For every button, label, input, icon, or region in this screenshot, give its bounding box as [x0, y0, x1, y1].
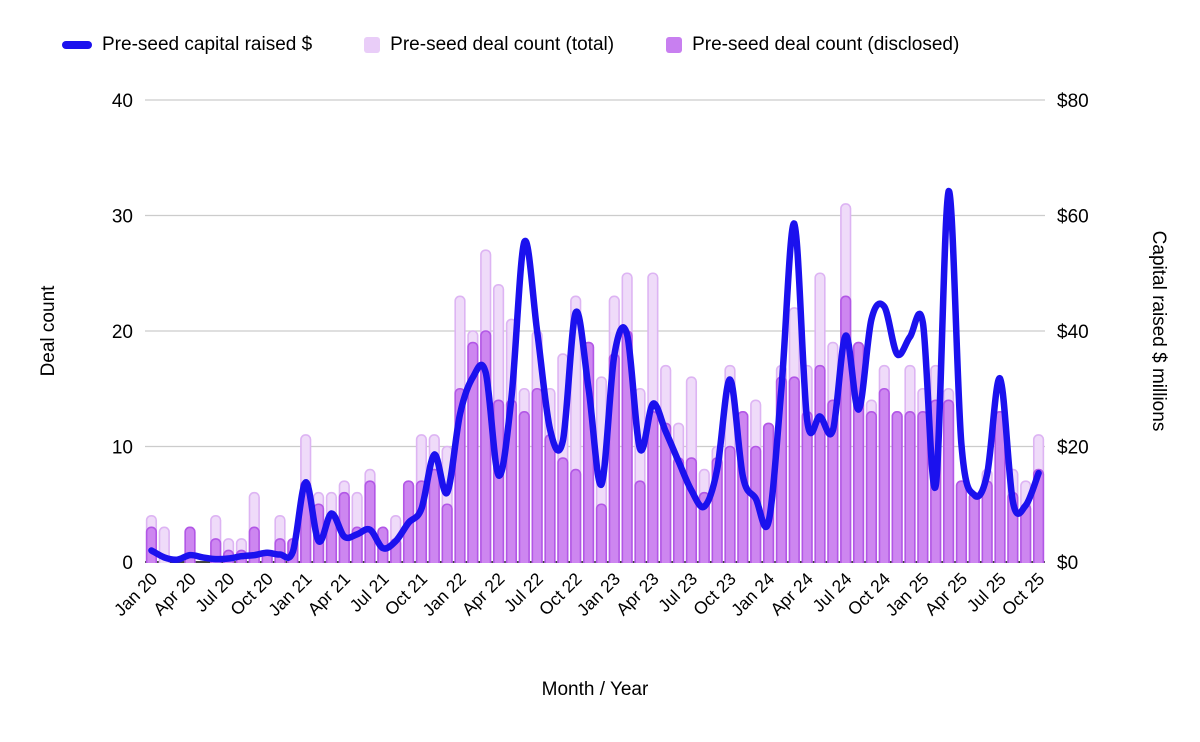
disclosed-bar: [788, 376, 800, 563]
legend-disclosed-label: Pre-seed deal count (disclosed): [692, 34, 960, 55]
right-tick-label: $40: [1057, 322, 1089, 343]
left-tick-label: 10: [112, 438, 133, 459]
x-tick-label: Jan 22: [419, 569, 470, 620]
disclosed-bar: [955, 480, 968, 563]
x-tick-label: Apr 23: [612, 569, 663, 620]
disclosed-bar: [647, 411, 659, 563]
x-tick-label: Apr 20: [149, 568, 200, 619]
disclosed-bar: [1032, 468, 1045, 563]
right-tick-label: $0: [1057, 553, 1078, 574]
left-tick-label: 0: [122, 553, 133, 574]
x-tick-label: Apr 21: [304, 569, 355, 620]
disclosed-bar: [518, 411, 530, 563]
disclosed-bar: [942, 399, 955, 563]
disclosed-bar: [184, 526, 196, 563]
x-tick-label: Jan 24: [727, 569, 778, 620]
disclosed-bar: [492, 399, 505, 563]
disclosed-bar: [428, 468, 440, 563]
x-tick-label: Jan 25: [881, 569, 932, 620]
x-tick-label: Apr 22: [458, 569, 509, 620]
chart-legend: Pre-seed capital raised $ Pre-seed deal …: [62, 34, 959, 56]
disclosed-bar: [210, 538, 222, 563]
right-tick-label: $60: [1057, 207, 1089, 228]
capital-line-series: [148, 187, 1042, 564]
legend-item-total: Pre-seed deal count (total): [364, 34, 614, 56]
disclosed-bar: [441, 503, 453, 563]
right-tick-label: $80: [1057, 91, 1089, 112]
legend-capital-label: Pre-seed capital raised $: [102, 34, 313, 55]
x-tick-label: Apr 24: [766, 568, 817, 619]
left-tick-label: 40: [112, 91, 133, 112]
capital-line-swatch-icon: [62, 41, 92, 49]
left-tick-label: 30: [112, 207, 133, 228]
disclosed-bar-swatch-icon: [666, 37, 683, 53]
disclosed-bar: [814, 364, 826, 563]
disclosed-bar: [865, 411, 878, 563]
right-tick-label: $20: [1057, 438, 1089, 459]
x-axis-title: Month / Year: [542, 679, 649, 700]
disclosed-bar: [595, 503, 608, 563]
disclosed-bar: [724, 445, 736, 563]
legend-item-disclosed: Pre-seed deal count (disclosed): [666, 34, 959, 56]
disclosed-bar: [994, 411, 1006, 563]
disclosed-bar: [827, 399, 839, 563]
disclosed-bar: [904, 411, 916, 563]
total-bar: [158, 526, 170, 563]
disclosed-bar: [531, 387, 543, 563]
disclosed-bar: [891, 411, 903, 563]
bars-layer: [145, 203, 1045, 563]
left-tick-label: 20: [112, 322, 133, 343]
disclosed-bar: [544, 434, 556, 563]
disclosed-bar: [917, 411, 929, 563]
legend-item-capital: Pre-seed capital raised $: [62, 34, 312, 56]
right-axis-title: Capital raised $ millions: [1148, 231, 1169, 432]
x-tick-label: Jan 23: [573, 569, 624, 620]
disclosed-bar: [968, 491, 980, 563]
disclosed-bar: [364, 480, 376, 563]
disclosed-bar: [557, 457, 569, 563]
total-bar-swatch-icon: [364, 37, 381, 53]
disclosed-bar: [878, 387, 890, 563]
disclosed-bar: [248, 526, 260, 563]
disclosed-bar: [570, 468, 582, 563]
legend-total-label: Pre-seed deal count (total): [390, 34, 615, 55]
x-tick-label: Oct 25: [998, 569, 1049, 620]
disclosed-bar: [467, 341, 479, 563]
x-tick-label: Jan 20: [110, 569, 161, 620]
x-tick-label: Apr 25: [921, 569, 972, 620]
disclosed-bar: [634, 480, 646, 563]
disclosed-bar: [685, 457, 698, 563]
left-axis-title: Deal count: [38, 285, 59, 377]
x-tick-label: Jan 21: [264, 569, 315, 620]
